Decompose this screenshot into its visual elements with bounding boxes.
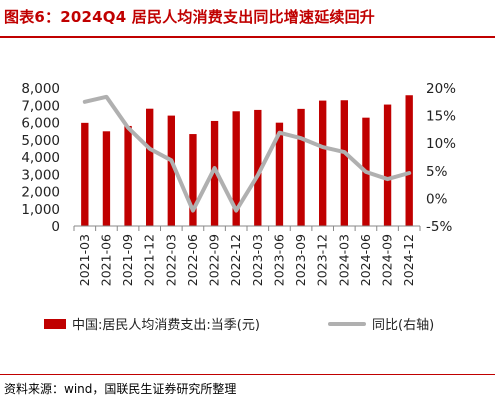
yoy-line xyxy=(82,94,412,213)
y-right-tick-label: 15% xyxy=(426,109,456,125)
bar xyxy=(254,109,262,226)
x-tick-label: 2021-12 xyxy=(142,234,157,286)
bar xyxy=(167,115,175,226)
bar xyxy=(319,100,327,226)
bar xyxy=(210,120,219,226)
legend-bar-swatch xyxy=(44,319,66,329)
source-divider xyxy=(0,374,495,375)
bar xyxy=(81,122,89,226)
x-tick-label: 2023-03 xyxy=(250,234,265,286)
y-left-tick-label: 3,000 xyxy=(21,167,60,183)
x-tick-label: 2021-06 xyxy=(98,234,113,286)
x-tick-label: 2023-12 xyxy=(315,234,330,286)
bar xyxy=(189,134,197,226)
y-left-tick-label: 8,000 xyxy=(21,81,60,97)
x-tick-label: 2022-03 xyxy=(163,234,178,286)
x-tick-label: 2021-03 xyxy=(77,234,92,286)
y-right-tick-label: 0% xyxy=(426,191,448,207)
y-left-tick-label: 6,000 xyxy=(21,116,60,132)
x-tick-label: 2023-06 xyxy=(271,234,286,286)
chart-source: 资料来源：wind，国联民生证券研究所整理 xyxy=(4,382,237,396)
y-right-tick-label: 20% xyxy=(426,81,456,97)
bar xyxy=(102,131,111,226)
x-tick-label: 2022-06 xyxy=(185,234,200,286)
y-right-tick-label: 10% xyxy=(426,136,456,152)
title-divider xyxy=(0,36,495,38)
x-tick-label: 2024-12 xyxy=(401,234,416,286)
legend-line-label: 同比(右轴) xyxy=(372,318,434,333)
x-tick-label: 2022-09 xyxy=(207,234,222,286)
y-left-tick-label: 5,000 xyxy=(21,133,60,149)
bar xyxy=(383,104,392,226)
x-tick-label: 2023-09 xyxy=(293,234,308,286)
x-tick-label: 2022-12 xyxy=(228,234,243,286)
bar xyxy=(340,100,348,226)
y-left-tick-label: 1,000 xyxy=(21,202,60,218)
y-left-tick-label: 2,000 xyxy=(21,185,60,201)
x-tick-label: 2024-09 xyxy=(380,234,395,286)
bar xyxy=(124,125,132,226)
bar xyxy=(405,95,413,226)
y-right-tick-label: -5% xyxy=(426,219,452,235)
legend-bar-label: 中国:居民人均消费支出:当季(元) xyxy=(72,318,260,333)
y-left-tick-label: 7,000 xyxy=(21,98,60,114)
x-tick-label: 2021-09 xyxy=(120,234,135,286)
y-left-tick-label: 4,000 xyxy=(21,150,60,166)
y-right-tick-label: 5% xyxy=(426,164,448,180)
bar xyxy=(146,108,154,226)
bar xyxy=(297,108,305,226)
x-tick-label: 2024-03 xyxy=(336,234,351,286)
y-left-tick-label: 0 xyxy=(51,219,60,235)
bar xyxy=(232,111,240,226)
bar xyxy=(275,122,284,226)
x-tick-label: 2024-06 xyxy=(358,234,373,286)
chart-title: 图表6：2024Q4 居民人均消费支出同比增速延续回升 xyxy=(4,8,375,26)
